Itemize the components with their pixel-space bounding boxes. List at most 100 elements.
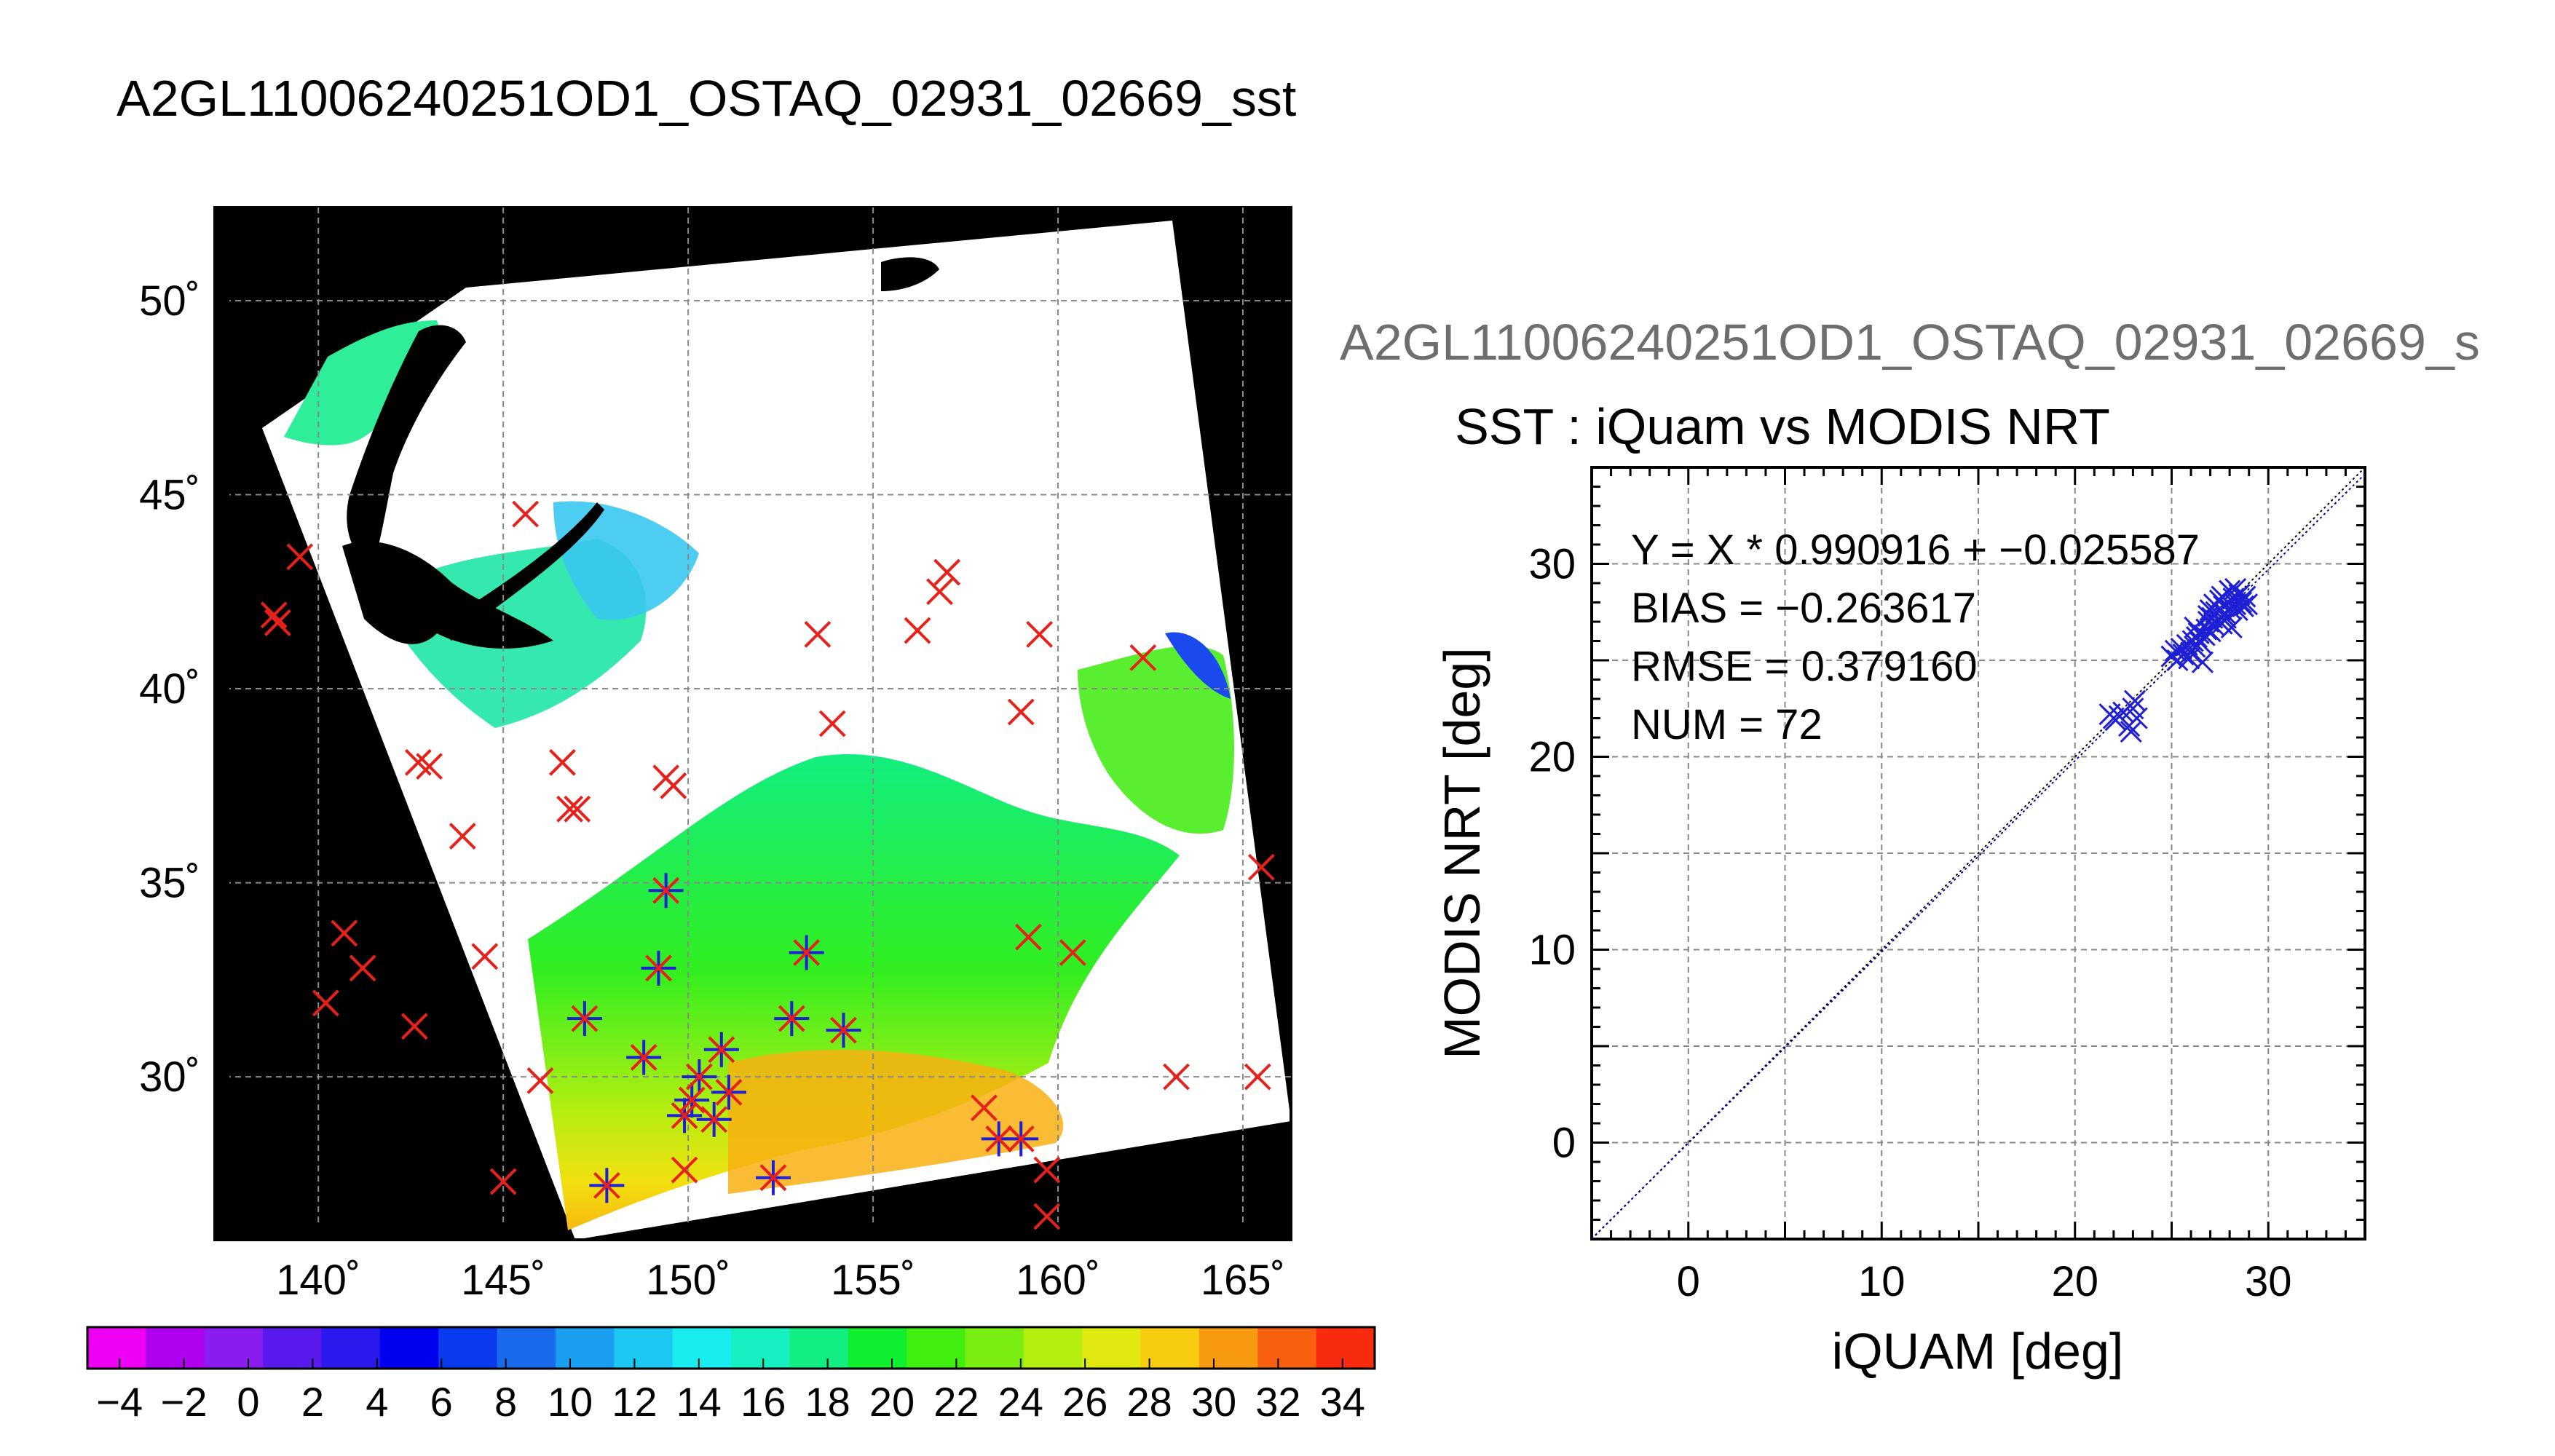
scatter-point — [2195, 618, 2218, 641]
colorbar-tick-label: 26 — [1062, 1379, 1107, 1425]
scatter-point — [2184, 616, 2206, 639]
scatter-point — [2219, 597, 2241, 620]
scatter-point — [2166, 649, 2189, 672]
scatter-y-tick-label: 10 — [1528, 927, 1576, 974]
colorbar-tick-label: 18 — [805, 1379, 850, 1425]
scatter-point — [2189, 632, 2212, 654]
map-x-tick-label: 155˚ — [831, 1257, 915, 1304]
scatter-point — [2179, 641, 2203, 664]
scatter-points — [2098, 577, 2259, 743]
land-kamchatka-tip — [881, 257, 939, 291]
map-y-tick-label: 40˚ — [139, 665, 200, 713]
colorbar-tick-label: 4 — [366, 1379, 388, 1425]
regression-line — [1591, 473, 2366, 1240]
map-iquam-marker — [652, 877, 680, 904]
scatter-point — [2164, 639, 2187, 662]
scatter-y-tick-label: 30 — [1528, 541, 1576, 588]
colorbar-cells — [87, 1327, 1375, 1369]
map-frame — [213, 206, 1292, 1241]
colorbar-cell — [438, 1327, 498, 1369]
scatter-point — [2205, 601, 2227, 623]
colorbar-tick-label: 8 — [494, 1379, 517, 1425]
main-title: A2GL11006240251OD1_OSTAQ_02931_02669_sst — [117, 70, 1297, 127]
map-iquam-marker — [630, 1044, 657, 1071]
colorbar-tick-label: 28 — [1126, 1379, 1172, 1425]
scatter-point — [2230, 591, 2253, 614]
land-hokkaido — [342, 541, 553, 649]
scatter-stats: Y = X * 0.990916 + −0.025587 BIAS = −0.26… — [1631, 526, 2200, 748]
scatter-point — [2123, 689, 2147, 712]
map-iquam-marker — [1007, 698, 1035, 726]
scatter-point — [2226, 599, 2248, 622]
scatter-x-tick-label: 10 — [1858, 1258, 1906, 1305]
colorbar-tick-label: 6 — [430, 1379, 453, 1425]
scatter-stat-line: BIAS = −0.263617 — [1631, 585, 1976, 632]
land-kuril-islands — [437, 502, 604, 641]
colorbar-tick-label: 22 — [933, 1379, 979, 1425]
colorbar-tick-label: −4 — [96, 1379, 143, 1425]
scatter-stat-line: RMSE = 0.379160 — [1631, 643, 1978, 690]
scatter-stat-line: Y = X * 0.990916 + −0.025587 — [1631, 526, 2200, 574]
one-to-one-line — [1591, 467, 2366, 1240]
map-x-tick-label: 140˚ — [276, 1257, 360, 1304]
scatter-point — [2228, 583, 2251, 606]
colorbar-tick-label: −2 — [161, 1379, 208, 1425]
map-iquam-marker — [512, 500, 540, 528]
map-x-tick-label: 165˚ — [1201, 1257, 1285, 1304]
scatter-grid — [1592, 467, 2365, 1239]
scatter-point — [2160, 645, 2183, 668]
map-y-tick-label: 35˚ — [139, 860, 200, 907]
map-iquam-marker — [1244, 1063, 1271, 1091]
map-iquam-marker — [645, 954, 672, 982]
scatter-point — [2199, 599, 2222, 622]
scatter-fit-lines — [1591, 467, 2366, 1240]
map-iquam-marker — [416, 753, 443, 780]
map-iquam-marker — [933, 558, 961, 586]
scatter-point — [2234, 585, 2256, 608]
map-iquam-marker — [1129, 644, 1157, 671]
colorbar-frame — [86, 1326, 1376, 1370]
colorbar-tick-label: 14 — [676, 1379, 722, 1425]
scatter-point — [2220, 616, 2243, 639]
colorbar-cell — [321, 1327, 381, 1369]
map-iquam-marker — [778, 1005, 805, 1032]
scatter-point — [2222, 587, 2245, 610]
map-iquam-marker — [286, 543, 314, 571]
map-iquam-marker — [671, 1101, 698, 1129]
scatter-point — [2224, 577, 2247, 601]
scatter-point — [2104, 709, 2127, 732]
scatter-point — [2098, 703, 2121, 726]
scatter-y-tick-label: 0 — [1552, 1120, 1576, 1167]
scatter-point — [2203, 593, 2225, 616]
map-iquam-marker — [715, 1079, 743, 1106]
scatter-point — [2208, 589, 2231, 612]
colorbar-cell — [379, 1327, 440, 1369]
map-iquam-marker — [971, 1094, 998, 1122]
colorbar-cell — [1082, 1327, 1142, 1369]
map-x-ticks: 140˚ 145˚ 150˚ 155˚ 160˚ 165˚ — [276, 1257, 1285, 1304]
map-iquam-marker — [549, 748, 576, 776]
scatter-point — [2211, 585, 2233, 608]
scatter-point — [2118, 715, 2141, 737]
map-iquam-marker — [685, 1063, 713, 1091]
map-iquam-marker — [985, 1125, 1013, 1152]
colorbar-cell — [965, 1327, 1024, 1369]
scatter-x-tick-label: 0 — [1677, 1258, 1700, 1305]
scatter-point — [2125, 707, 2148, 729]
map-iquam-marker — [260, 601, 288, 629]
map-iquam-marker — [489, 1168, 517, 1195]
colorbar-cell — [1257, 1327, 1317, 1369]
scatter-point — [2172, 643, 2195, 666]
scatter-point — [2197, 604, 2220, 628]
colorbar-cell — [497, 1327, 556, 1369]
scatter-point — [2213, 595, 2235, 617]
map-iquam-marker — [264, 609, 291, 636]
map-markers — [260, 500, 1275, 1230]
scatter-point — [2232, 595, 2254, 617]
colorbar-tick-label: 10 — [548, 1379, 593, 1425]
scatter-point — [2178, 647, 2200, 670]
map-iquam-marker — [904, 617, 931, 644]
scatter-point — [2203, 614, 2225, 637]
map-iquam-marker — [1163, 1063, 1190, 1091]
colorbar-cell — [555, 1327, 615, 1369]
